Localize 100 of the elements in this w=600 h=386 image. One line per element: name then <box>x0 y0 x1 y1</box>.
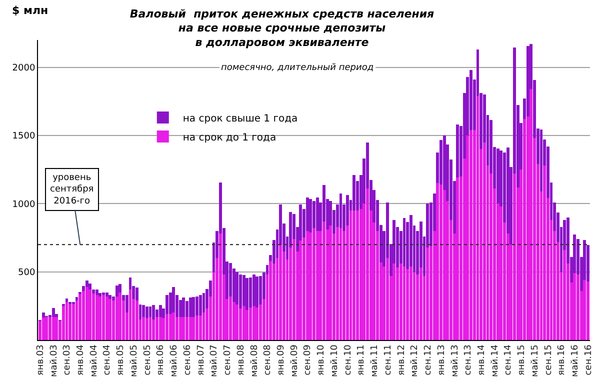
bar <box>172 312 176 340</box>
x-tick-label: сен.16 <box>584 344 594 376</box>
x-tick-label: май.04 <box>89 344 100 378</box>
bar <box>142 305 146 317</box>
bar <box>178 316 182 340</box>
bar <box>88 283 92 290</box>
y-tick-label: 1500 <box>12 132 36 142</box>
x-tick-label: сен.07 <box>223 344 234 376</box>
bar <box>386 258 389 340</box>
x-tick-label: янв.07 <box>196 344 206 376</box>
bar <box>249 277 252 308</box>
bar <box>166 314 168 340</box>
bar <box>399 264 402 340</box>
bar <box>192 297 196 317</box>
bar <box>186 316 188 340</box>
bar <box>108 295 112 300</box>
bar <box>118 284 122 292</box>
bar <box>68 303 72 340</box>
bar <box>228 296 232 340</box>
bar <box>108 299 112 340</box>
bar <box>530 89 533 340</box>
bar <box>299 240 302 340</box>
x-tick-label: май.07 <box>210 344 220 378</box>
x-tick-label: сен.09 <box>303 344 314 376</box>
bar <box>419 268 422 340</box>
x-tick-label: май.14 <box>490 344 500 378</box>
bar <box>336 226 339 340</box>
bar <box>162 318 166 340</box>
bar <box>152 305 156 320</box>
bar <box>242 275 246 306</box>
bar <box>112 296 115 300</box>
y-tick-label: 1000 <box>12 200 36 210</box>
x-tick-label: сен.10 <box>343 344 354 376</box>
bar <box>198 295 202 316</box>
x-tick-label: май.10 <box>330 344 340 378</box>
x-tick-label: янв.14 <box>476 344 487 376</box>
bar <box>72 303 75 340</box>
x-tick-label: май.11 <box>370 344 380 378</box>
bar <box>158 305 162 317</box>
x-tick-label: сен.03 <box>62 344 73 376</box>
bar <box>135 288 138 300</box>
bar <box>269 260 272 340</box>
bar <box>242 306 246 340</box>
bar <box>256 276 259 308</box>
bar <box>406 269 410 340</box>
bar <box>239 308 242 340</box>
bar <box>236 304 239 340</box>
bar <box>456 124 460 178</box>
y-tick-label: 2000 <box>12 63 36 74</box>
ref-line-label: уровень сентября 2016-го <box>50 173 94 206</box>
bar <box>482 142 486 340</box>
x-tick-label: сен.15 <box>544 344 554 376</box>
bar <box>573 273 576 340</box>
legend-label: на срок свыше 1 года <box>182 113 298 124</box>
bar <box>366 188 369 340</box>
bar <box>256 307 259 340</box>
bar <box>158 316 162 340</box>
bar <box>188 298 192 317</box>
bar <box>42 312 45 318</box>
bar <box>125 295 128 313</box>
bar <box>426 247 430 340</box>
x-tick-label: янв.12 <box>396 344 407 376</box>
bar <box>356 210 359 340</box>
bar <box>252 306 256 340</box>
bar <box>152 320 156 340</box>
x-tick-label: май.13 <box>450 344 460 378</box>
bar <box>436 183 440 340</box>
x-tick-label: май.06 <box>170 344 180 378</box>
bar <box>309 198 312 232</box>
x-tick-label: сен.08 <box>263 344 274 376</box>
bar <box>329 225 332 340</box>
bar <box>563 250 566 340</box>
bar <box>316 230 319 340</box>
x-tick-label: янв.11 <box>356 344 367 376</box>
bar <box>98 292 102 296</box>
bar <box>168 314 172 340</box>
bar <box>105 292 108 296</box>
bar <box>95 290 98 295</box>
bar <box>192 316 196 340</box>
bar <box>88 290 92 340</box>
x-tick-label: май.05 <box>129 344 140 378</box>
x-tick-label: май.09 <box>290 344 300 378</box>
bar <box>523 119 526 340</box>
x-tick-label: сен.11 <box>383 344 394 376</box>
x-tick-label: сен.14 <box>504 344 514 376</box>
bar <box>115 285 118 296</box>
bar <box>186 301 188 317</box>
x-tick-label: сен.12 <box>424 344 434 376</box>
bar <box>118 292 122 340</box>
chart-title: Валовый приток денежных средств населения на все новые срочные депозиты в долларовом эквиваленте <box>130 7 434 49</box>
bar <box>576 274 580 340</box>
bar <box>92 294 95 340</box>
bar <box>500 206 503 340</box>
bar <box>105 296 108 340</box>
x-tick-label: май.15 <box>530 344 540 378</box>
bar <box>246 278 249 310</box>
bar <box>246 310 249 340</box>
bar <box>249 307 252 340</box>
x-tick-label: янв.13 <box>436 344 447 376</box>
x-tick-label: сен.06 <box>182 344 193 376</box>
